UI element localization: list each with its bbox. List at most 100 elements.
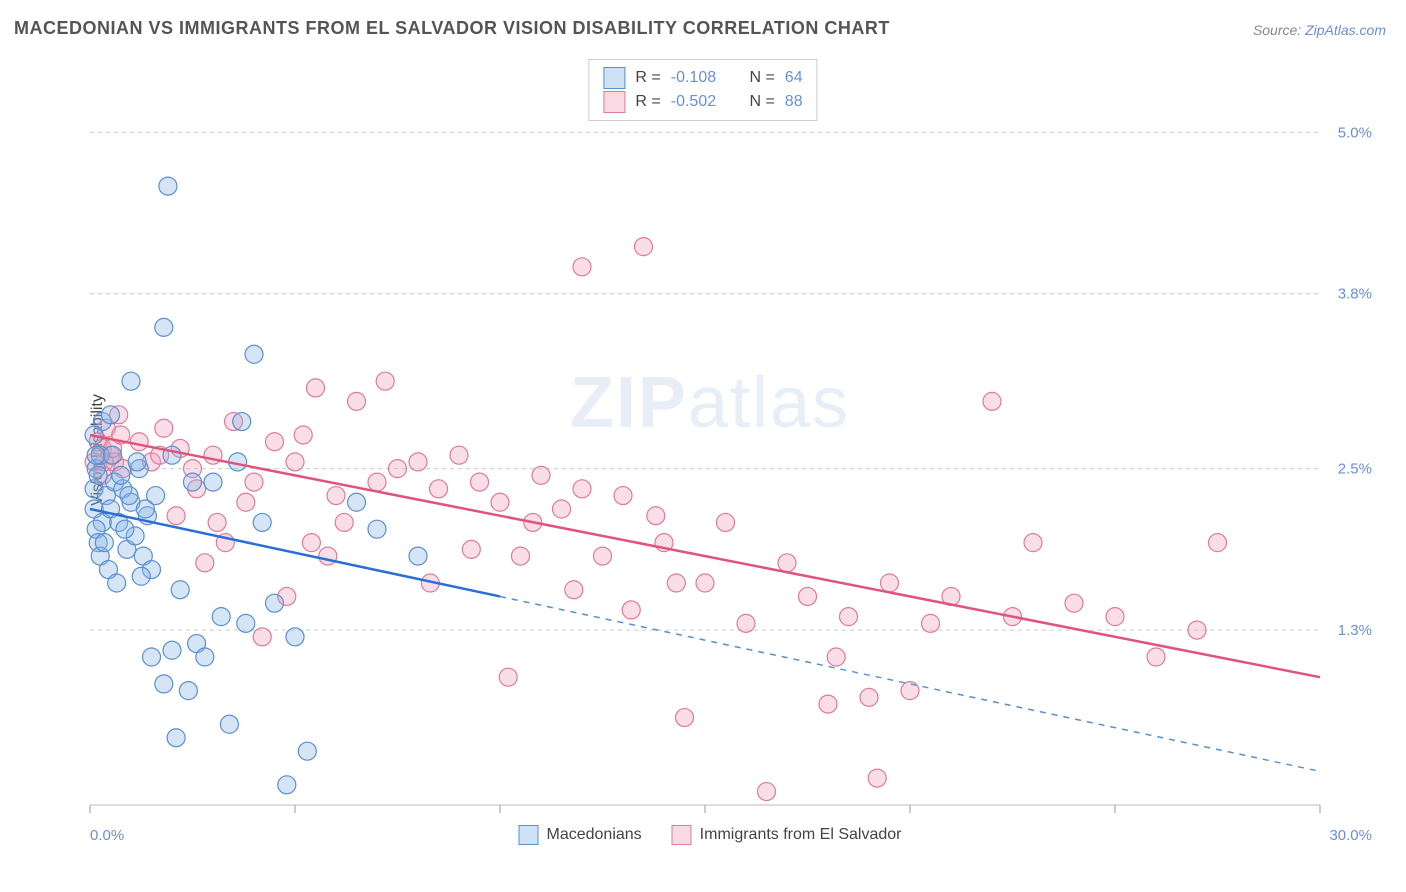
- data-point: [573, 480, 591, 498]
- data-point: [368, 520, 386, 538]
- data-point: [799, 587, 817, 605]
- legend-swatch: [603, 91, 625, 113]
- data-point: [120, 487, 138, 505]
- svg-text:2.5%: 2.5%: [1338, 461, 1372, 478]
- svg-text:5.0%: 5.0%: [1338, 124, 1372, 141]
- r-label: R =: [635, 66, 660, 90]
- n-label: N =: [749, 66, 774, 90]
- stats-legend-row: R = -0.502 N = 88: [603, 90, 802, 114]
- data-point: [647, 507, 665, 525]
- n-value: 64: [785, 66, 803, 90]
- series-legend: MacedoniansImmigrants from El Salvador: [518, 825, 901, 845]
- n-label: N =: [749, 90, 774, 114]
- legend-label: Macedonians: [546, 826, 641, 844]
- data-point: [286, 453, 304, 471]
- data-point: [237, 493, 255, 511]
- data-point: [179, 682, 197, 700]
- data-point: [737, 614, 755, 632]
- data-point: [1147, 648, 1165, 666]
- data-point: [409, 547, 427, 565]
- data-point: [335, 513, 353, 531]
- data-point: [116, 520, 134, 538]
- data-point: [1106, 608, 1124, 626]
- data-point: [286, 628, 304, 646]
- legend-swatch: [603, 67, 625, 89]
- data-point: [1065, 594, 1083, 612]
- data-point: [676, 709, 694, 727]
- data-point: [307, 379, 325, 397]
- data-point: [245, 473, 263, 491]
- data-point: [881, 574, 899, 592]
- data-point: [860, 688, 878, 706]
- data-point: [1024, 534, 1042, 552]
- source-link[interactable]: ZipAtlas.com: [1305, 22, 1386, 38]
- data-point: [635, 238, 653, 256]
- data-point: [409, 453, 427, 471]
- data-point: [89, 466, 107, 484]
- stats-legend-row: R = -0.108 N = 64: [603, 66, 802, 90]
- data-point: [389, 460, 407, 478]
- data-point: [327, 487, 345, 505]
- data-point: [102, 406, 120, 424]
- stats-legend: R = -0.108 N = 64R = -0.502 N = 88: [588, 59, 817, 121]
- data-point: [253, 628, 271, 646]
- legend-swatch: [518, 825, 538, 845]
- data-point: [298, 742, 316, 760]
- data-point: [348, 392, 366, 410]
- data-point: [122, 372, 140, 390]
- data-point: [237, 614, 255, 632]
- data-point: [499, 668, 517, 686]
- data-point: [163, 641, 181, 659]
- data-point: [827, 648, 845, 666]
- data-point: [266, 594, 284, 612]
- data-point: [155, 318, 173, 336]
- chart-area: Vision Disability ZIPatlas 1.3%2.5%3.8%5…: [40, 55, 1380, 845]
- data-point: [204, 473, 222, 491]
- data-point: [532, 466, 550, 484]
- data-point: [294, 426, 312, 444]
- data-point: [717, 513, 735, 531]
- data-point: [840, 608, 858, 626]
- data-point: [1209, 534, 1227, 552]
- scatter-plot: 1.3%2.5%3.8%5.0%0.0%30.0%: [80, 55, 1380, 845]
- data-point: [819, 695, 837, 713]
- data-point: [95, 534, 113, 552]
- data-point: [253, 513, 271, 531]
- r-value: -0.108: [671, 66, 716, 90]
- data-point: [143, 648, 161, 666]
- data-point: [233, 413, 251, 431]
- data-point: [132, 567, 150, 585]
- data-point: [348, 493, 366, 511]
- source-prefix: Source:: [1253, 22, 1305, 38]
- data-point: [512, 547, 530, 565]
- data-point: [266, 433, 284, 451]
- source-label: Source: ZipAtlas.com: [1253, 22, 1386, 38]
- data-point: [220, 715, 238, 733]
- data-point: [302, 534, 320, 552]
- data-point: [573, 258, 591, 276]
- data-point: [212, 608, 230, 626]
- data-point: [868, 769, 886, 787]
- data-point: [696, 574, 714, 592]
- legend-item: Macedonians: [518, 825, 641, 845]
- chart-title: MACEDONIAN VS IMMIGRANTS FROM EL SALVADO…: [14, 18, 890, 39]
- data-point: [471, 473, 489, 491]
- data-point: [112, 466, 130, 484]
- data-point: [778, 554, 796, 572]
- data-point: [565, 581, 583, 599]
- data-point: [614, 487, 632, 505]
- data-point: [462, 540, 480, 558]
- data-point: [430, 480, 448, 498]
- data-point: [167, 507, 185, 525]
- data-point: [208, 513, 226, 531]
- r-label: R =: [635, 90, 660, 114]
- data-point: [278, 776, 296, 794]
- data-point: [901, 682, 919, 700]
- data-point: [245, 345, 263, 363]
- data-point: [622, 601, 640, 619]
- data-point: [1188, 621, 1206, 639]
- data-point: [128, 453, 146, 471]
- data-point: [983, 392, 1001, 410]
- r-value: -0.502: [671, 90, 716, 114]
- svg-text:30.0%: 30.0%: [1329, 827, 1372, 844]
